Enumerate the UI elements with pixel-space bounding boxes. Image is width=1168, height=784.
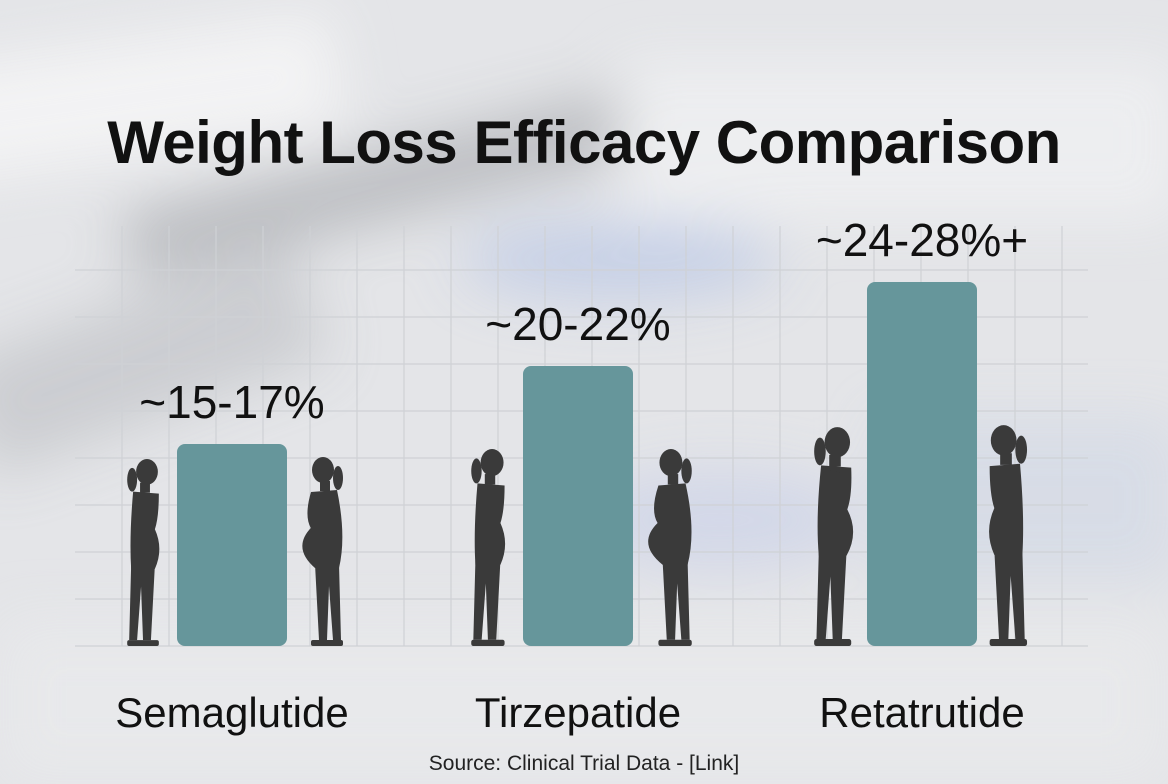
data-labels: ~15-17% ~20-22% ~24-28%+ [139,214,1028,428]
category-labels: Semaglutide Tirzepatide Retatrutide [115,689,1024,736]
silhouette-before-3 [814,427,854,646]
chart-title: Weight Loss Efficacy Comparison [107,109,1061,176]
category-label: Tirzepatide [475,689,681,736]
silhouette-before-2 [471,449,506,646]
bar-semaglutide [177,444,287,646]
silhouette-after-1 [302,457,343,646]
silhouette-after-3 [989,425,1028,646]
data-label: ~20-22% [485,298,670,350]
bars [177,282,977,646]
category-label: Retatrutide [819,689,1024,736]
bar-tirzepatide [523,366,633,646]
silhouette-after-2 [648,449,692,646]
bar-retatrutide [867,282,977,646]
silhouette-before-1 [127,458,160,646]
silhouettes [127,425,1028,646]
source-note: Source: Clinical Trial Data - [Link] [428,752,740,775]
data-label: ~24-28%+ [816,214,1028,266]
data-label: ~15-17% [139,376,324,428]
category-label: Semaglutide [115,689,348,736]
